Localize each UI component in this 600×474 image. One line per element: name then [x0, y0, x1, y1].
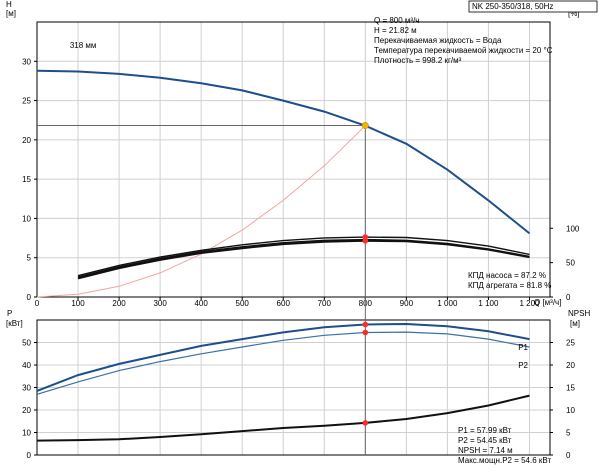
x-tick-label: 100	[71, 299, 85, 308]
power-marker	[362, 329, 369, 336]
efficiency-curve	[77, 239, 530, 280]
efficiency-curve	[77, 236, 530, 277]
eta-axis-unit: [%]	[568, 9, 580, 18]
left-tick-label: 0	[27, 451, 32, 460]
right-tick-label: 50	[566, 259, 575, 268]
left-tick-label: 15	[22, 175, 31, 184]
model-label-box	[468, 0, 598, 13]
info-line: Q = 800 м³/ч	[374, 16, 419, 25]
left-tick-label: 30	[22, 384, 31, 393]
power-axis-unit: [кВт]	[6, 319, 23, 328]
power-info-line: NPSH = 7.14 м	[458, 446, 513, 455]
efficiency-info-line: КПД насоса = 87.2 %	[468, 271, 546, 280]
x-tick-label: 500	[236, 299, 250, 308]
right-tick-label: 100	[566, 224, 580, 233]
duty-point-marker	[361, 122, 369, 130]
power-info-line: P1 = 57.99 кВт	[458, 426, 512, 435]
left-tick-label: 30	[22, 57, 31, 66]
power-info-line: P2 = 54.45 кВт	[458, 436, 512, 445]
info-line: Плотность = 998.2 кг/м³	[374, 56, 462, 65]
x-origin-label: 0	[35, 299, 40, 308]
power-marker	[362, 420, 369, 426]
flow-axis-label: Q [м³/ч]	[534, 298, 561, 307]
p2-curve-label: P2	[518, 361, 528, 370]
x-tick-label: 200	[112, 299, 126, 308]
left-tick-label: 25	[22, 97, 31, 106]
x-tick-label: 700	[318, 299, 332, 308]
power-info-line: Макс.мощн.P2 = 54.6 кВт	[458, 456, 551, 465]
impeller-label: 318 мм	[70, 41, 97, 50]
npsh-axis-title: NPSH	[568, 309, 590, 318]
left-tick-label: 10	[22, 214, 31, 223]
right-tick-label: 5	[566, 429, 571, 438]
p2-power-curve	[36, 331, 530, 395]
left-tick-label: 10	[22, 429, 31, 438]
left-tick-label: 40	[22, 361, 31, 370]
left-tick-label: 20	[22, 406, 31, 415]
left-tick-label: 20	[22, 136, 31, 145]
right-tick-label: 10	[566, 406, 575, 415]
model-label: NK 250-350/318, 50Hz	[472, 2, 553, 11]
x-tick-label: 300	[153, 299, 167, 308]
x-tick-label: 900	[400, 299, 414, 308]
right-tick-label: 25	[566, 339, 575, 348]
head-curve	[36, 69, 531, 235]
x-tick-label: 1 200	[519, 299, 540, 308]
efficiency-info-line: КПД агрегата = 81.8 %	[468, 281, 551, 290]
power-axis-title: P	[7, 309, 12, 318]
x-tick-label: 400	[194, 299, 208, 308]
panel-0	[34, 21, 553, 298]
info-line: Перекачиваемая жидкость = Вода	[374, 36, 502, 45]
efficiency-marker	[362, 237, 369, 244]
info-line: H = 21.82 м	[374, 26, 417, 35]
x-tick-label: 600	[277, 299, 291, 308]
npsh-curve	[36, 394, 530, 442]
head-axis-unit: [м]	[6, 9, 16, 18]
x-tick-label: 1 100	[478, 299, 499, 308]
head-axis-title: H	[6, 0, 12, 9]
info-line: Температура перекачиваемой жидкости = 20…	[374, 46, 553, 55]
p1-curve-label: P1	[518, 343, 528, 352]
right-tick-label: 20	[566, 361, 575, 370]
x-tick-label: 1 000	[437, 299, 458, 308]
left-tick-label: 5	[27, 254, 32, 263]
right-tick-label: 15	[566, 384, 575, 393]
system-curve	[36, 125, 366, 298]
p1-power-curve	[36, 322, 530, 392]
left-tick-label: 50	[22, 339, 31, 348]
npsh-axis-unit: [м]	[570, 319, 580, 328]
plot-frame	[36, 21, 551, 298]
left-tick-label: 0	[27, 293, 32, 302]
power-marker	[362, 321, 369, 328]
right-tick-label: 0	[566, 293, 571, 302]
right-tick-label: 0	[566, 451, 571, 460]
